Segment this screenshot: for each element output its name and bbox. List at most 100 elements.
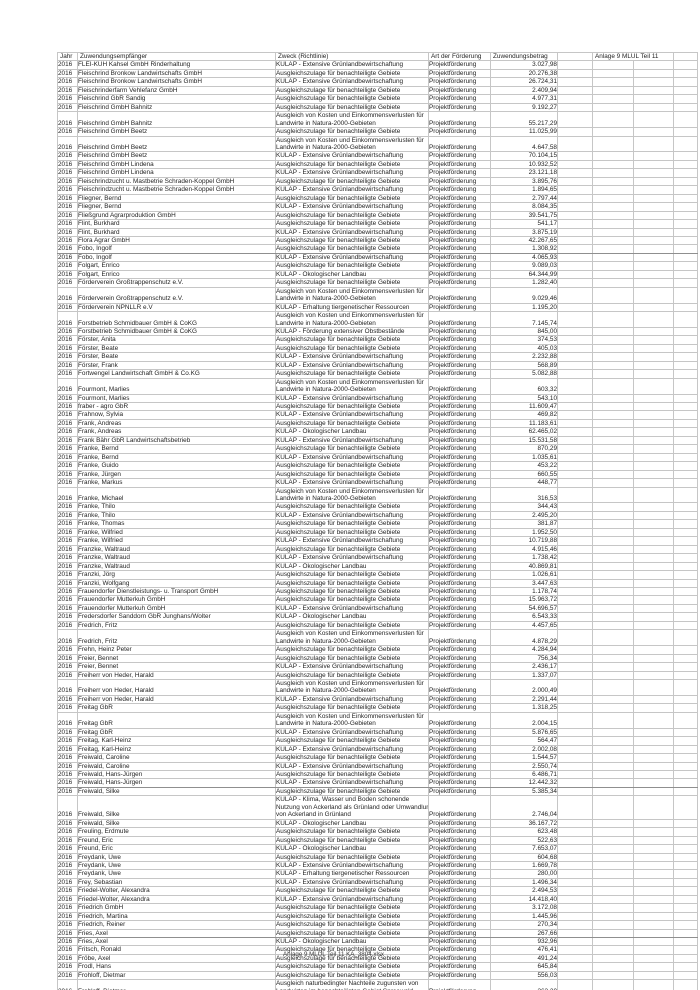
cell-jahr: 2016 — [57, 302, 78, 313]
cell-empty — [632, 945, 675, 955]
cell-empty — [632, 629, 675, 647]
cell-empty — [592, 844, 634, 854]
cell-empty — [632, 369, 675, 379]
cell-art-der-foerderung: Projektförderung — [428, 176, 491, 187]
table-row: 2016 Fließgrund Agrarproduktion GmbH Ausgl… — [57, 210, 699, 221]
cell-zuwendungsbetrag: 4.977,31 — [490, 94, 558, 104]
cell-empty — [673, 920, 699, 930]
cell-zuwendungsempfaenger: Freund, Eric — [77, 835, 276, 846]
cell-zuwendungsempfaenger: Folgart, Enrico — [77, 261, 276, 271]
cell-empty — [673, 970, 699, 981]
cell-zuwendungsbetrag: 280,00 — [490, 869, 558, 879]
cell-empty — [673, 911, 699, 922]
cell-empty — [557, 235, 593, 246]
cell-zweck: Ausgleichszulage für benachteiligte Gebi… — [275, 886, 429, 896]
cell-art-der-foerderung: Projektförderung — [428, 452, 491, 463]
cell-empty — [673, 435, 699, 446]
cell-empty — [557, 202, 593, 212]
cell-zuwendungsbetrag: 42.267,65 — [490, 235, 558, 246]
cell-empty — [673, 269, 699, 280]
cell-empty — [592, 77, 634, 87]
cell-empty — [557, 269, 593, 280]
cell-jahr: 2016 — [57, 377, 78, 395]
cell-zuwendungsbetrag: 645,84 — [490, 962, 558, 972]
cell-empty — [632, 77, 675, 87]
table-row: 2016 Franke, Thomas Ausgleichszulage für b… — [57, 519, 699, 529]
cell-empty — [673, 185, 699, 195]
cell-empty — [592, 402, 634, 412]
table-row: 2016 Franke, Markus KULAP - Extensive Grün… — [57, 478, 699, 488]
table-row: 2016 Freund, Eric KULAP - Ökologischer Lan… — [57, 844, 699, 854]
cell-zuwendungsempfaenger: fraber - agro GbR — [77, 402, 276, 412]
cell-zweck: Ausgleichszulage für benachteiligte Gebi… — [275, 852, 429, 862]
cell-empty — [632, 561, 675, 572]
cell-art-der-foerderung: Projektförderung — [428, 269, 491, 280]
cell-empty — [632, 612, 675, 622]
cell-empty — [592, 835, 634, 846]
cell-zuwendungsempfaenger: Flora Agrar GmbH — [77, 235, 276, 246]
cell-empty — [673, 102, 699, 113]
cell-empty — [673, 678, 699, 696]
cell-zuwendungsbetrag: 522,63 — [490, 835, 558, 846]
cell-art-der-foerderung: Projektförderung — [428, 369, 491, 379]
cell-empty — [673, 736, 699, 746]
cell-zweck: Ausgleichszulage für benachteiligte Gebi… — [275, 911, 429, 922]
table-row: 2016 Frehn, Heinz Peter Ausgleichszulage f… — [57, 645, 699, 655]
cell-zuwendungsempfaenger: Frauendorfer Mutterkuh GmbH — [77, 595, 276, 605]
cell-zuwendungsbetrag: 23.121,18 — [490, 168, 558, 178]
cell-jahr: 2016 — [57, 595, 78, 605]
cell-zuwendungsbetrag: 8.084,35 — [490, 202, 558, 212]
cell-zuwendungsbetrag: 1.669,78 — [490, 860, 558, 871]
cell-zweck: Ausgleichszulage für benachteiligte Gebi… — [275, 544, 429, 555]
cell-empty — [632, 970, 675, 981]
cell-empty — [557, 60, 593, 70]
table-row: 2016 Fourmont, Marlies KULAP - Extensive G… — [57, 393, 699, 404]
cell-empty — [673, 979, 699, 990]
cell-zuwendungsbetrag: 1.952,50 — [490, 527, 558, 538]
table-row: 2016 Franzki, Wolfgang Ausgleichszulage fü… — [57, 578, 699, 589]
cell-zuwendungsempfaenger: Fliegner, Bernd — [77, 202, 276, 212]
cell-empty — [632, 469, 675, 480]
cell-empty — [673, 94, 699, 104]
cell-jahr: 2016 — [57, 953, 78, 964]
cell-empty — [673, 570, 699, 580]
cell-empty — [592, 335, 634, 345]
cell-zuwendungsempfaenger: Freiwald, Hans-Jürgen — [77, 778, 276, 788]
cell-jahr: 2016 — [57, 360, 78, 371]
cell-empty — [632, 85, 675, 96]
table-row: 2016 Förster, Beate KULAP - Extensive Grün… — [57, 352, 699, 362]
cell-empty — [592, 127, 634, 137]
cell-art-der-foerderung: Projektförderung — [428, 877, 491, 888]
cell-empty — [632, 753, 675, 763]
cell-zuwendungsbetrag: 2.550,74 — [490, 761, 558, 771]
cell-jahr: 2016 — [57, 945, 78, 955]
cell-zuwendungsempfaenger: Fleischrind Bronkow Landwirtschafts GmbH — [77, 77, 276, 87]
cell-art-der-foerderung: Projektförderung — [428, 393, 491, 404]
cell-jahr: 2016 — [57, 402, 78, 412]
cell-empty — [632, 210, 675, 221]
cell-zuwendungsbetrag: 3.447,63 — [490, 578, 558, 589]
cell-zweck: Ausgleichszulage für benachteiligte Gebi… — [275, 519, 429, 529]
cell-zuwendungsempfaenger: Fredrich, Fritz — [77, 629, 276, 647]
table-row: 2016 Franke, Thilo KULAP - Extensive Grünl… — [57, 510, 699, 521]
cell-jahr: 2016 — [57, 60, 78, 70]
table-row: 2016 Fliegner, Bernd KULAP - Extensive Grü… — [57, 202, 699, 212]
cell-jahr: 2016 — [57, 427, 78, 437]
cell-zuwendungsempfaenger: Frank Bähr GbR Landwirtschaftsbetrieb — [77, 435, 276, 446]
cell-zuwendungsempfaenger: Freiwald, Silke — [77, 786, 276, 797]
cell-empty — [632, 377, 675, 395]
cell-art-der-foerderung: Projektförderung — [428, 586, 491, 597]
cell-zuwendungsbetrag: 9.192,27 — [490, 102, 558, 113]
table-row: 2016 Freiwald, Silke KULAP - Klima, Wasser… — [57, 795, 699, 820]
cell-empty — [592, 159, 634, 170]
cell-art-der-foerderung: Projektförderung — [428, 886, 491, 896]
cell-jahr: 2016 — [57, 553, 78, 563]
cell-zweck: KULAP - Ökologischer Landbau — [275, 937, 429, 947]
cell-zweck: Ausgleichszulage für benachteiligte Gebi… — [275, 827, 429, 837]
cell-empty — [557, 369, 593, 379]
cell-empty — [557, 561, 593, 572]
cell-empty — [557, 761, 593, 771]
cell-empty — [557, 527, 593, 538]
table-row: 2016 Förster, Anita Ausgleichszulage für b… — [57, 335, 699, 345]
cell-empty — [592, 603, 634, 614]
